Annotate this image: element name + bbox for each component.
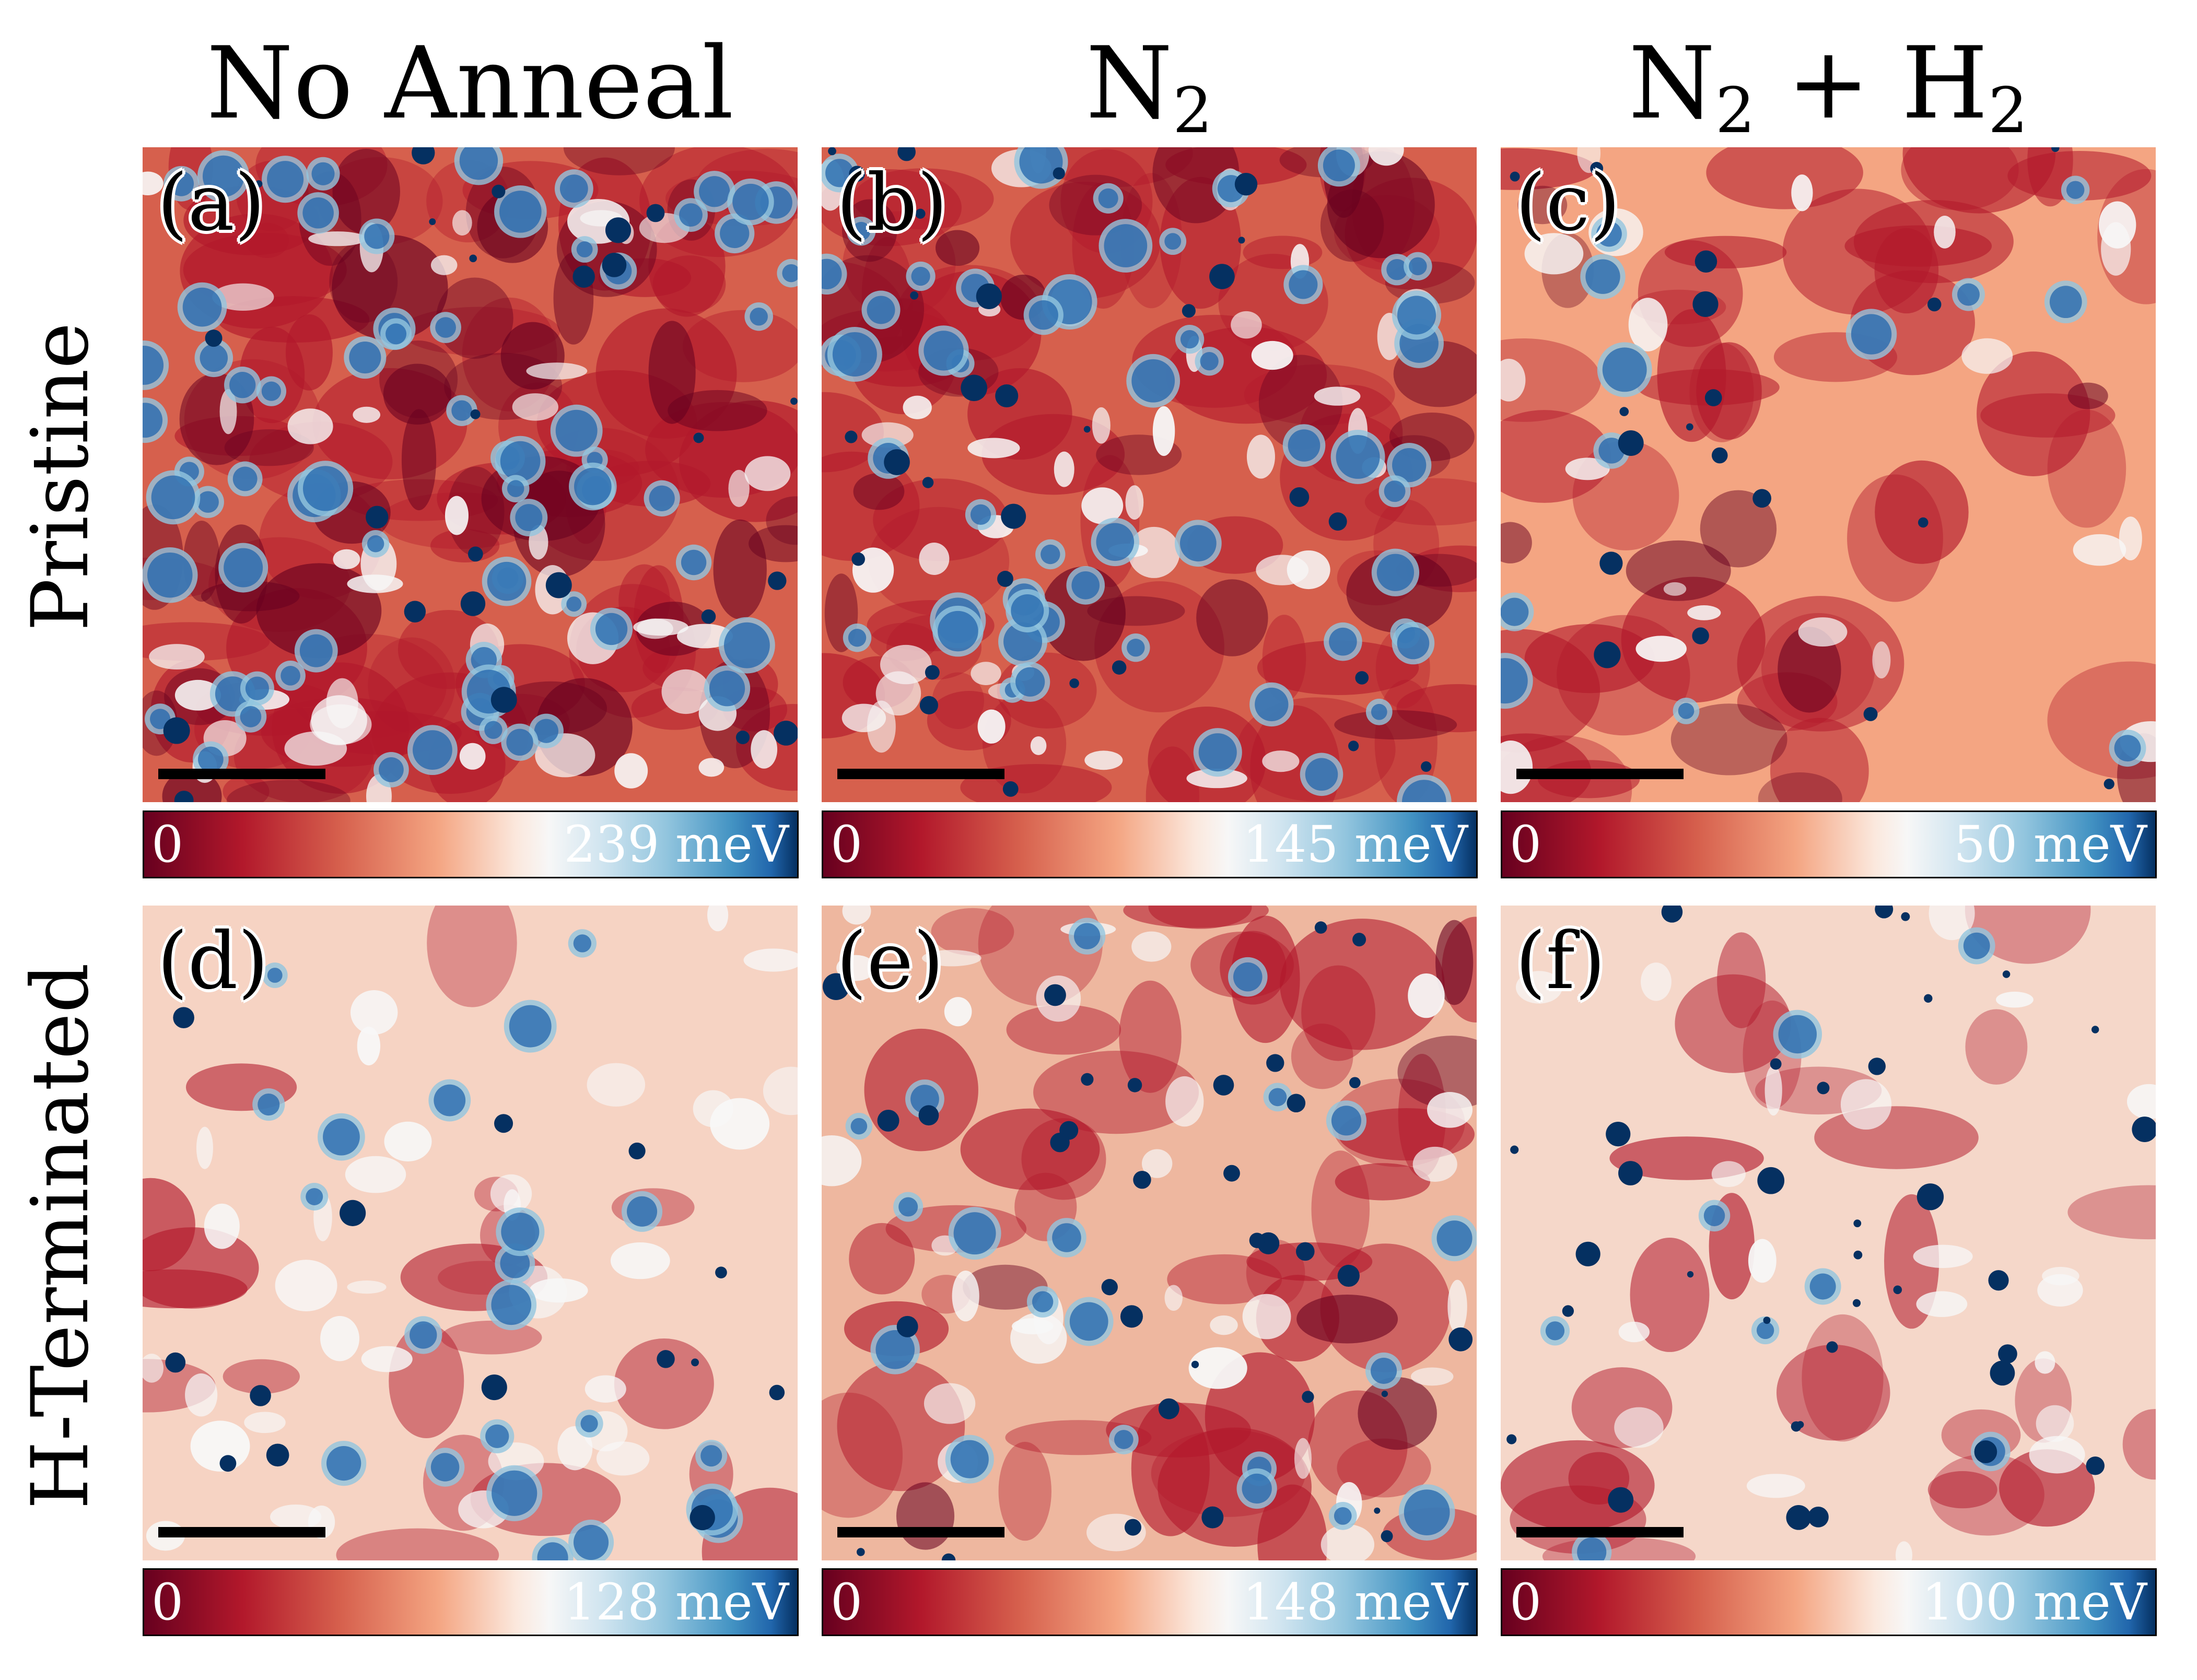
surface-potential-map [1501, 906, 2156, 1560]
colorbar-max: 148 meV [1243, 1573, 1468, 1631]
surface-potential-map [822, 906, 1477, 1560]
panel-label: (a) [157, 158, 265, 249]
panel-e-map: (e) [822, 906, 1477, 1560]
panel-c-map: (c) [1501, 147, 2156, 802]
scale-bar [1516, 1527, 1684, 1537]
colorbar-min: 0 [1510, 815, 1542, 874]
colorbar-f: 0 100 meV [1501, 1568, 2157, 1636]
colorbar-min: 0 [831, 815, 863, 874]
surface-potential-map [1501, 147, 2156, 802]
colorbar-min: 0 [1510, 1573, 1542, 1631]
surface-potential-map [143, 147, 798, 802]
column-title-n2: N2 [1085, 26, 1213, 147]
scale-bar [158, 1527, 325, 1537]
colorbar-max: 239 meV [564, 815, 789, 874]
panel-f-map: (f) [1501, 906, 2156, 1560]
scale-bar [837, 769, 1004, 779]
column-title-n2-h2: N2 + H2 [1628, 26, 2028, 147]
colorbar-min: 0 [151, 815, 184, 874]
column-title-no-anneal: No Anneal [206, 26, 734, 141]
scale-bar [158, 769, 325, 779]
panel-label: (c) [1515, 158, 1621, 249]
surface-potential-map [822, 147, 1477, 802]
colorbar-min: 0 [831, 1573, 863, 1631]
panel-label: (e) [836, 916, 944, 1007]
panel-label: (f) [1515, 916, 1606, 1007]
panel-d-map: (d) [143, 906, 798, 1560]
colorbar-e: 0 148 meV [822, 1568, 1478, 1636]
colorbar-max: 128 meV [564, 1573, 789, 1631]
panel-label: (d) [157, 916, 269, 1007]
colorbar-a: 0 239 meV [143, 810, 799, 878]
colorbar-c: 0 50 meV [1501, 810, 2157, 878]
scale-bar [837, 1527, 1004, 1537]
surface-potential-map [143, 906, 798, 1560]
colorbar-b: 0 145 meV [822, 810, 1478, 878]
scale-bar [1516, 769, 1684, 779]
colorbar-max: 145 meV [1243, 815, 1468, 874]
panel-b-map: (b) [822, 147, 1477, 802]
row-title-h-terminated: H-Terminated [15, 962, 106, 1510]
colorbar-min: 0 [151, 1573, 184, 1631]
colorbar-d: 0 128 meV [143, 1568, 799, 1636]
panel-label: (b) [836, 158, 948, 249]
colorbar-max: 50 meV [1954, 815, 2147, 874]
panel-a-map: (a) [143, 147, 798, 802]
row-title-pristine: Pristine [15, 322, 106, 631]
colorbar-max: 100 meV [1922, 1573, 2147, 1631]
